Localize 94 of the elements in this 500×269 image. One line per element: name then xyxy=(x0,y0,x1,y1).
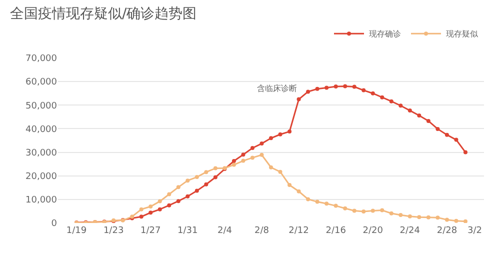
y-tick-label: 30,000 xyxy=(26,148,58,158)
point xyxy=(241,152,246,157)
point xyxy=(444,218,449,222)
annotation: 含临床诊断 xyxy=(257,84,297,93)
point xyxy=(463,219,468,223)
point xyxy=(241,158,246,163)
point xyxy=(158,199,162,204)
point xyxy=(213,166,218,170)
point xyxy=(232,159,236,164)
point xyxy=(194,188,199,193)
point xyxy=(278,170,282,174)
point xyxy=(454,138,458,142)
point xyxy=(398,212,403,217)
point xyxy=(250,146,254,150)
point xyxy=(352,208,356,213)
point xyxy=(334,84,338,89)
point xyxy=(288,130,292,134)
x-tick-label: 2/4 xyxy=(217,226,232,236)
chart-title: 全国疫情现存疑似/确诊趋势图 xyxy=(10,6,197,22)
x-tick-label: 1/23 xyxy=(103,226,124,236)
point xyxy=(204,182,208,186)
point xyxy=(362,88,366,92)
x-tick-label: 2/28 xyxy=(436,226,458,236)
point xyxy=(389,211,394,216)
x-tick-label: 2/20 xyxy=(362,226,384,236)
point xyxy=(250,156,254,160)
legend-label: 现存确诊 xyxy=(369,30,401,39)
point xyxy=(444,132,449,137)
point xyxy=(343,84,348,88)
x-tick-label: 1/19 xyxy=(66,226,87,236)
point xyxy=(194,175,199,180)
point xyxy=(436,216,440,220)
point xyxy=(232,162,236,167)
point xyxy=(362,209,366,214)
x-tick-label: 2/8 xyxy=(254,226,270,236)
point xyxy=(204,170,208,174)
point xyxy=(176,199,180,204)
point xyxy=(408,108,412,113)
point xyxy=(324,86,329,90)
point xyxy=(186,178,190,183)
point xyxy=(167,192,172,196)
x-tick-label: 2/24 xyxy=(400,226,420,236)
point xyxy=(426,215,430,220)
point xyxy=(306,197,310,202)
y-tick-label: 60,000 xyxy=(26,78,58,88)
point xyxy=(463,150,468,154)
point xyxy=(176,185,180,190)
point xyxy=(269,165,273,170)
point xyxy=(324,202,329,206)
point xyxy=(296,97,301,102)
y-tick-label: 50,000 xyxy=(26,101,58,112)
point xyxy=(139,214,144,219)
point xyxy=(296,189,301,194)
point xyxy=(260,152,264,157)
point xyxy=(343,206,348,210)
point xyxy=(417,215,422,220)
y-tick-label: 10,000 xyxy=(26,196,58,206)
point xyxy=(288,183,292,188)
y-tick-label: 20,000 xyxy=(26,172,58,182)
x-tick-label: 1/31 xyxy=(178,226,198,236)
point xyxy=(167,203,172,208)
point xyxy=(334,204,338,208)
point xyxy=(139,207,144,212)
point xyxy=(186,194,190,198)
point xyxy=(370,208,375,213)
point xyxy=(315,200,320,204)
y-tick-label: 70,000 xyxy=(26,54,58,64)
point xyxy=(380,95,384,100)
point xyxy=(158,207,162,212)
point xyxy=(213,175,218,180)
point xyxy=(260,142,264,146)
point xyxy=(389,99,394,104)
point xyxy=(436,126,440,131)
x-tick-label: 2/12 xyxy=(288,226,309,236)
x-tick-label: 1/27 xyxy=(140,226,161,236)
y-tick-label: 40,000 xyxy=(26,124,58,135)
point xyxy=(380,208,384,212)
point xyxy=(148,204,153,208)
point xyxy=(370,91,375,96)
point xyxy=(417,114,422,118)
y-tick-label: 0 xyxy=(51,219,58,230)
point xyxy=(454,218,458,223)
point xyxy=(315,86,320,91)
point xyxy=(306,90,310,94)
point xyxy=(278,132,282,136)
x-tick-label: 3/2 xyxy=(468,226,482,236)
point xyxy=(148,210,153,215)
point xyxy=(352,84,356,89)
point xyxy=(398,104,403,108)
legend-label: 现存疑似 xyxy=(446,30,479,39)
point xyxy=(269,136,273,140)
x-tick-label: 2/16 xyxy=(326,226,346,236)
point xyxy=(408,214,412,218)
point xyxy=(426,118,430,123)
